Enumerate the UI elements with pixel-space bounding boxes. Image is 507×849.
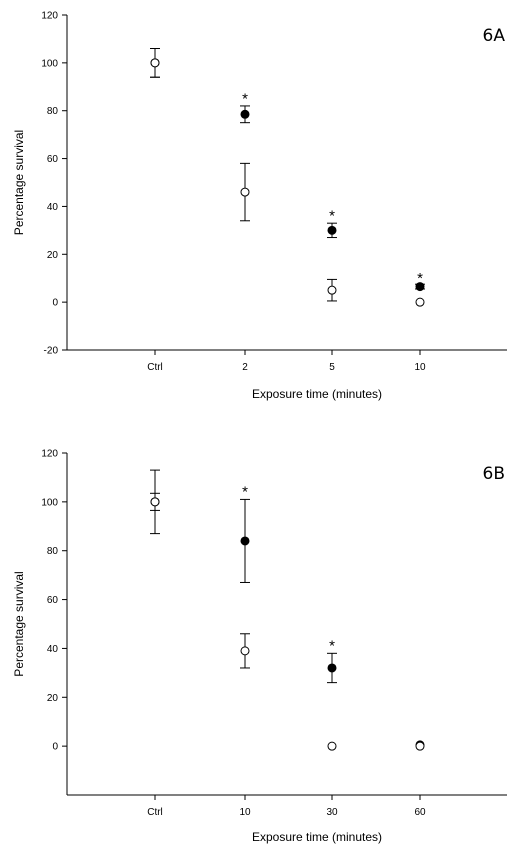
y-tick-label: 0 (52, 742, 58, 753)
y-axis-title: Percentage survival (12, 130, 26, 235)
y-tick-label: 0 (52, 298, 58, 309)
data-point-open (415, 741, 425, 751)
data-point-open (150, 58, 160, 68)
x-axis-title: Exposure time (minutes) (252, 387, 382, 401)
data-point-filled (415, 282, 425, 292)
data-point-filled (327, 225, 337, 235)
panel-label: 6A (483, 26, 506, 46)
x-tick-label: Ctrl (147, 807, 163, 818)
significance-star: * (417, 270, 423, 287)
data-point-open (150, 497, 160, 507)
significance-star: * (242, 484, 248, 501)
chart-panel-6a: -20 0 20 40 60 80 100 120 Ctrl 2 5 10 Exposure time … (12, 11, 507, 401)
data-point-open (240, 187, 250, 197)
x-tick-label: 30 (326, 807, 338, 818)
y-tick-label: 40 (47, 202, 59, 213)
y-tick-label: 80 (47, 106, 59, 117)
y-tick-label: -20 (44, 346, 59, 357)
panel-label: 6B (483, 464, 505, 484)
y-tick-label: 40 (47, 644, 59, 655)
significance-star: * (329, 208, 335, 225)
y-tick-label: 100 (41, 58, 58, 69)
y-tick-label: 60 (47, 154, 59, 165)
y-tick-label: 100 (41, 497, 58, 508)
y-tick-label: 80 (47, 546, 59, 557)
significance-star: * (242, 90, 248, 107)
x-tick-label: 10 (239, 807, 251, 818)
y-tick-label: 20 (47, 250, 59, 261)
x-tick-label: Ctrl (147, 362, 163, 373)
data-point-open (327, 285, 337, 295)
x-tick-label: 60 (414, 807, 426, 818)
data-point-open (240, 646, 250, 656)
significance-star: * (329, 638, 335, 655)
y-tick-label: 120 (41, 449, 58, 460)
data-point-open (327, 741, 337, 751)
x-axis-title: Exposure time (minutes) (252, 830, 382, 844)
data-point-filled (327, 663, 337, 673)
y-axis-title: Percentage survival (12, 571, 26, 676)
data-point-filled (240, 109, 250, 119)
y-tick-label: 60 (47, 595, 59, 606)
chart-panel-6b: 0 20 40 60 80 100 120 Ctrl 10 30 60 Exposure time (… (12, 449, 507, 844)
y-tick-label: 20 (47, 693, 59, 704)
x-tick-label: 5 (329, 362, 335, 373)
x-tick-label: 10 (414, 362, 426, 373)
data-point-filled (240, 536, 250, 546)
x-tick-label: 2 (242, 362, 248, 373)
y-tick-label: 120 (41, 11, 58, 22)
data-point-open (415, 297, 425, 307)
